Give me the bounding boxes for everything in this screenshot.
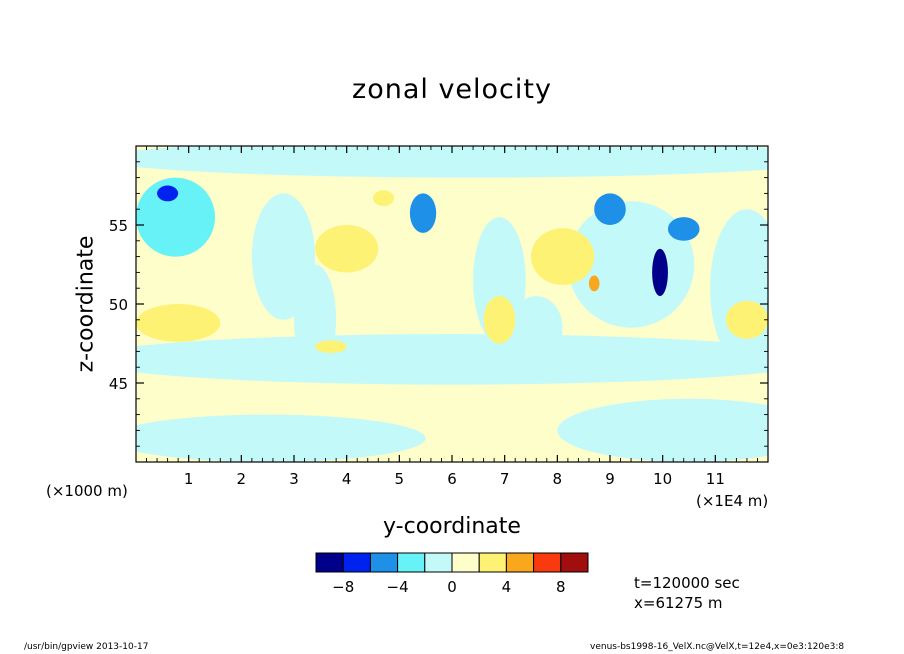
contour-band-bottom-right <box>557 398 768 462</box>
colorbar-tick-label: −4 <box>387 578 409 596</box>
chart-title: zonal velocity <box>352 74 552 105</box>
contour-yellow-dot <box>373 190 395 207</box>
colorbar-swatch <box>369 552 399 573</box>
contour-yellow-right <box>531 228 595 286</box>
x-axis: 1 2 3 4 5 6 7 8 9 10 11 <box>146 146 758 488</box>
x-tick-label: 3 <box>289 470 299 488</box>
contour-feature-5 <box>667 217 700 241</box>
y-axis-label: z-coordinate <box>73 235 99 373</box>
x-tick-label: 7 <box>500 470 510 488</box>
contour-yellow-small <box>315 340 347 353</box>
y-tick-label: 45 <box>109 375 128 393</box>
contour-feature-1 <box>157 185 179 202</box>
contour-feature-4 <box>652 248 668 297</box>
colorbar-tick-label: 4 <box>502 578 512 596</box>
colorbar-swatch <box>424 552 453 573</box>
contour-feature-0 <box>136 177 215 257</box>
x-tick-label: 9 <box>605 470 615 488</box>
colorbar-swatch <box>560 552 589 573</box>
contour-feature-6 <box>483 296 516 344</box>
colorbar-swatch <box>397 552 426 573</box>
contour-plot-area <box>136 146 768 462</box>
colorbar-swatch <box>533 552 562 573</box>
colorbar-tick-label: 0 <box>447 578 457 596</box>
contour-feature-3 <box>594 193 626 225</box>
contour-feature-2 <box>409 193 437 233</box>
contour-band-bottom-left <box>136 414 426 462</box>
x-position-info: x=61275 m <box>634 594 723 612</box>
colorbar-tick-label: 8 <box>556 578 566 596</box>
y-tick-label: 55 <box>109 217 128 235</box>
contour-band-right <box>567 201 695 328</box>
contour-yellow-mid <box>315 225 379 273</box>
contour-yellow-edge <box>725 300 768 339</box>
colorbar-swatch <box>342 552 371 573</box>
colorbar-swatch <box>505 552 535 573</box>
colorbar: −8 −4 0 4 8 <box>315 552 589 596</box>
x-tick-label: 6 <box>447 470 457 488</box>
colorbar-swatch <box>478 552 507 573</box>
colorbar-tick-label: −8 <box>332 578 354 596</box>
x-axis-label: y-coordinate <box>383 514 521 539</box>
x-tick-label: 1 <box>184 470 194 488</box>
contour-yellow-left <box>136 304 221 342</box>
colorbar-swatch <box>451 552 480 573</box>
x-tick-label: 8 <box>553 470 563 488</box>
footer-right: venus-bs1998-16_VelX.nc@VelX,t=12e4,x=0e… <box>590 642 845 652</box>
contour-streak-2 <box>294 264 337 376</box>
time-info: t=120000 sec <box>634 574 740 592</box>
x-tick-label: 5 <box>395 470 405 488</box>
x-unit-note-left: (×1000 m) <box>46 482 128 500</box>
contour-streak-4 <box>509 296 563 360</box>
contour-feature-7 <box>588 275 600 292</box>
x-tick-label: 2 <box>237 470 247 488</box>
contour-band-right-edge <box>710 209 768 368</box>
x-unit-note-right: (×1E4 m) <box>696 492 769 510</box>
contour-band-lower <box>136 334 768 385</box>
x-tick-label: 11 <box>706 470 725 488</box>
colorbar-swatch <box>315 552 344 573</box>
y-axis: 45 50 55 <box>109 161 768 447</box>
x-tick-label: 4 <box>342 470 352 488</box>
x-tick-label: 10 <box>653 470 672 488</box>
footer-left: /usr/bin/gpview 2013-10-17 <box>24 642 149 652</box>
contour-band-top <box>136 146 768 178</box>
y-tick-label: 50 <box>109 296 128 314</box>
